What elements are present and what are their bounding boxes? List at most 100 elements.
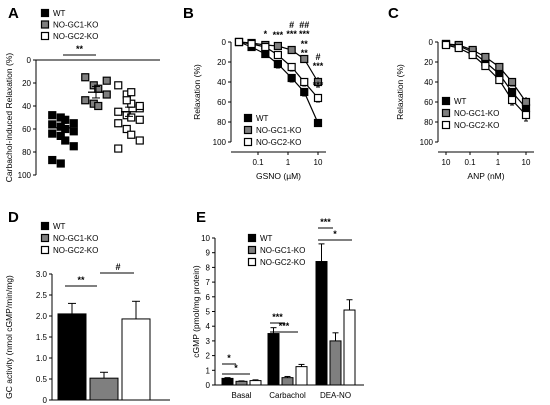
c-x-tick-label: 1 <box>496 158 501 167</box>
b-point-2-3 <box>273 50 282 60</box>
a-point-0-3 <box>69 119 78 128</box>
d-y-tick-label: 2.5 <box>36 291 48 300</box>
e-y-tick-label: 10 <box>201 234 210 243</box>
b-y-tick-label: 80 <box>217 118 226 127</box>
b-sig-star: * <box>264 29 268 39</box>
b-sig-star: *** <box>286 29 297 39</box>
a-point-2-11 <box>135 136 144 145</box>
d-legend-marker-0 <box>40 221 50 231</box>
e-y-tick-label: 0 <box>206 381 211 390</box>
d-bar-1 <box>89 377 119 401</box>
b-sig-star: ** <box>301 48 309 58</box>
c-x-tick-label: 10 <box>442 158 451 167</box>
a-point-2-10 <box>127 130 136 139</box>
panel-label-a: A <box>8 5 19 22</box>
a-y-tick-label: 60 <box>22 125 31 134</box>
b-x-tick-label: 10 <box>314 158 323 167</box>
a-y-axis-title: Carbachol-induced Relaxation (%) <box>4 53 14 183</box>
c-legend-label-2: NO-GC2-KO <box>454 121 499 130</box>
a-point-0-13 <box>56 159 65 168</box>
e-sig-star: *** <box>320 217 331 227</box>
b-point-1-4 <box>287 45 296 55</box>
b-y-tick-label: 0 <box>222 38 227 47</box>
b-point-1-6 <box>313 77 323 87</box>
a-point-0-8 <box>48 129 57 138</box>
c-point-2-0 <box>441 40 451 50</box>
b-y-tick-label: 40 <box>217 78 226 87</box>
b-point-2-4 <box>287 62 296 72</box>
a-y-tick-label: 20 <box>22 79 31 88</box>
c-point-2-4 <box>495 75 504 85</box>
d-legend-label-1: NO-GC1-KO <box>53 234 98 243</box>
c-point-2-3 <box>481 61 490 71</box>
e-legend-marker-0 <box>247 233 257 243</box>
b-sig-star: ** <box>301 39 309 49</box>
c-point-1-6 <box>521 97 531 107</box>
a-point-2-14 <box>127 88 136 97</box>
a-y-tick-label: 100 <box>18 171 32 180</box>
d-legend-label-2: NO-GC2-KO <box>53 246 98 255</box>
b-x-tick-label: 1 <box>286 158 291 167</box>
e-y-tick-label: 5 <box>206 308 211 317</box>
d-y-tick-label: 2.0 <box>36 312 48 321</box>
b-legend-label-2: NO-GC2-KO <box>256 138 301 147</box>
e-x-tick-label: Basal <box>231 391 251 400</box>
e-legend-marker-2 <box>247 257 257 267</box>
b-point-0-6 <box>313 118 323 128</box>
a-point-2-12 <box>114 144 123 153</box>
c-point-2-1 <box>454 43 463 53</box>
e-sig-star: * <box>227 353 231 363</box>
e-legend-label-2: NO-GC2-KO <box>260 258 305 267</box>
c-point-1-3 <box>481 52 490 62</box>
e-bar-0-0 <box>221 377 234 386</box>
panel-label-b: B <box>183 5 194 22</box>
d-y-tick-label: 1.0 <box>36 354 48 363</box>
e-bar-2-1 <box>295 366 308 386</box>
a-point-2-8 <box>114 119 123 128</box>
e-sig-star: *** <box>279 321 290 331</box>
c-legend-label-0: WT <box>454 97 467 106</box>
a-point-0-4 <box>48 120 57 129</box>
e-sig-star: * <box>234 363 238 373</box>
c-legend-marker-1 <box>441 108 451 118</box>
e-legend-marker-1 <box>247 245 257 255</box>
e-bar-1-0 <box>235 380 248 386</box>
b-point-1-3 <box>273 41 282 51</box>
d-y-tick-label: 0 <box>43 396 48 405</box>
a-point-0-10 <box>61 136 70 145</box>
b-point-2-6 <box>313 93 323 103</box>
e-y-tick-label: 9 <box>206 249 211 258</box>
b-legend-label-1: NO-GC1-KO <box>256 126 301 135</box>
a-point-0-11 <box>69 142 78 151</box>
e-y-axis-title: cGMP (pmol/mg protein) <box>191 265 201 358</box>
a-legend-marker-2 <box>40 31 50 41</box>
d-bar-0 <box>57 313 87 401</box>
e-y-tick-label: 7 <box>206 278 211 287</box>
e-bar-1-1 <box>281 377 294 386</box>
c-y-tick-label: 40 <box>424 78 433 87</box>
e-x-tick-label: Carbachol <box>269 391 306 400</box>
b-point-0-4 <box>287 73 296 83</box>
a-point-2-15 <box>135 101 144 111</box>
a-y-tick-label: 0 <box>27 56 32 65</box>
a-point-0-2 <box>61 115 70 124</box>
a-point-2-7 <box>135 115 144 124</box>
a-point-0-12 <box>48 155 57 165</box>
panel-label-e: E <box>196 209 206 226</box>
b-point-2-2 <box>261 42 270 52</box>
e-y-tick-label: 2 <box>206 352 211 361</box>
b-sig-star: ## <box>299 20 309 30</box>
a-point-2-6 <box>127 113 136 122</box>
b-y-axis-title: Relaxation (%) <box>192 64 202 120</box>
c-y-tick-label: 100 <box>420 138 434 147</box>
c-point-2-6 <box>521 110 531 120</box>
d-y-axis-title: GC activity (nmol cGMP/min/mg) <box>4 275 14 399</box>
a-legend-label-2: NO-GC2-KO <box>53 32 98 41</box>
d-bar-2 <box>121 318 151 401</box>
a-point-2-9 <box>122 124 131 134</box>
e-y-tick-label: 8 <box>206 263 211 272</box>
panel-label-d: D <box>8 209 19 226</box>
a-point-2-0 <box>114 81 123 90</box>
c-x-tick-label: 0.1 <box>464 158 476 167</box>
